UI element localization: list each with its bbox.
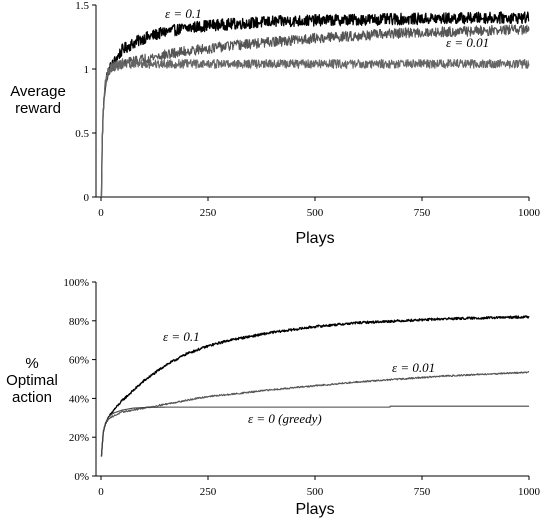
average-reward-x-tick-label: 0: [98, 207, 104, 219]
average-reward-x-label: Plays: [295, 230, 334, 247]
optimal-action-x-label: Plays: [295, 501, 334, 518]
average-reward-y-tick-label: 1: [84, 64, 90, 76]
optimal-action-y-label-line3: action: [12, 389, 52, 406]
average-reward-x-tick-label: 250: [200, 207, 217, 219]
average-reward-x-ticks: 0 250 500 750 1000: [98, 197, 540, 219]
optimal-action-x-ticks: 0 250 500 750 1000: [98, 476, 540, 498]
average-reward-y-tick-label: 1.5: [75, 0, 89, 12]
average-reward-series-line-1: [100, 24, 530, 198]
average-reward-legend-eps-0-01: ε = 0.01: [446, 35, 489, 50]
optimal-action-y-tick-label: 100%: [63, 277, 89, 289]
average-reward-series: [100, 11, 530, 198]
optimal-action-x-tick-label: 1000: [518, 486, 540, 498]
average-reward-y-label-line2: reward: [15, 100, 61, 117]
average-reward-x-tick-label: 500: [307, 207, 324, 219]
optimal-action-legend-eps-0-01: ε = 0.01: [392, 360, 435, 375]
optimal-action-y-tick-label: 80%: [69, 316, 89, 328]
optimal-action-y-tick-label: 40%: [69, 393, 89, 405]
optimal-action-x-tick-label: 250: [200, 486, 217, 498]
average-reward-x-tick-label: 750: [414, 207, 431, 219]
optimal-action-y-tick-label: 0%: [74, 471, 89, 483]
average-reward-y-tick-label: 0.5: [75, 128, 89, 140]
average-reward-legend-eps-0-1: ε = 0.1: [165, 6, 202, 21]
optimal-action-axes: [95, 282, 529, 477]
optimal-action-series-line-0: [100, 315, 530, 457]
optimal-action-x-tick-label: 0: [98, 486, 104, 498]
optimal-action-y-label-line2: Optimal: [6, 372, 58, 389]
average-reward-series-line-0: [100, 11, 530, 198]
optimal-action-legend-greedy: ε = 0 (greedy): [248, 411, 322, 426]
optimal-action-y-ticks: 0% 20% 40% 60% 80% 100%: [63, 277, 96, 483]
average-reward-y-label-line1: Average: [10, 83, 66, 100]
average-reward-y-ticks: 0 0.5 1 1.5: [75, 0, 96, 204]
average-reward-y-tick-label: 0: [84, 192, 90, 204]
optimal-action-chart: 0%20%40%60%80%100% 0 250 500 750 1000 Plays …: [6, 277, 540, 518]
optimal-action-x-tick-label: 750: [414, 486, 431, 498]
optimal-action-legend-eps-0-1: ε = 0.1: [163, 329, 200, 344]
average-reward-axes: [95, 5, 529, 198]
average-reward-x-tick-label: 1000: [518, 207, 540, 219]
optimal-action-y-tick-label: 20%: [69, 432, 89, 444]
optimal-action-series-line-1: [100, 370, 530, 457]
optimal-action-series-line-2: [100, 405, 530, 457]
optimal-action-y-label-line1: %: [25, 355, 38, 372]
average-reward-chart: 0 0.5 1 1.5 0 250 500 750 1000 Plays Average re…: [10, 0, 540, 247]
average-reward-series-line-2: [100, 58, 530, 198]
optimal-action-x-tick-label: 500: [307, 486, 324, 498]
optimal-action-series: [100, 315, 530, 457]
optimal-action-y-tick-label: 60%: [69, 355, 89, 367]
